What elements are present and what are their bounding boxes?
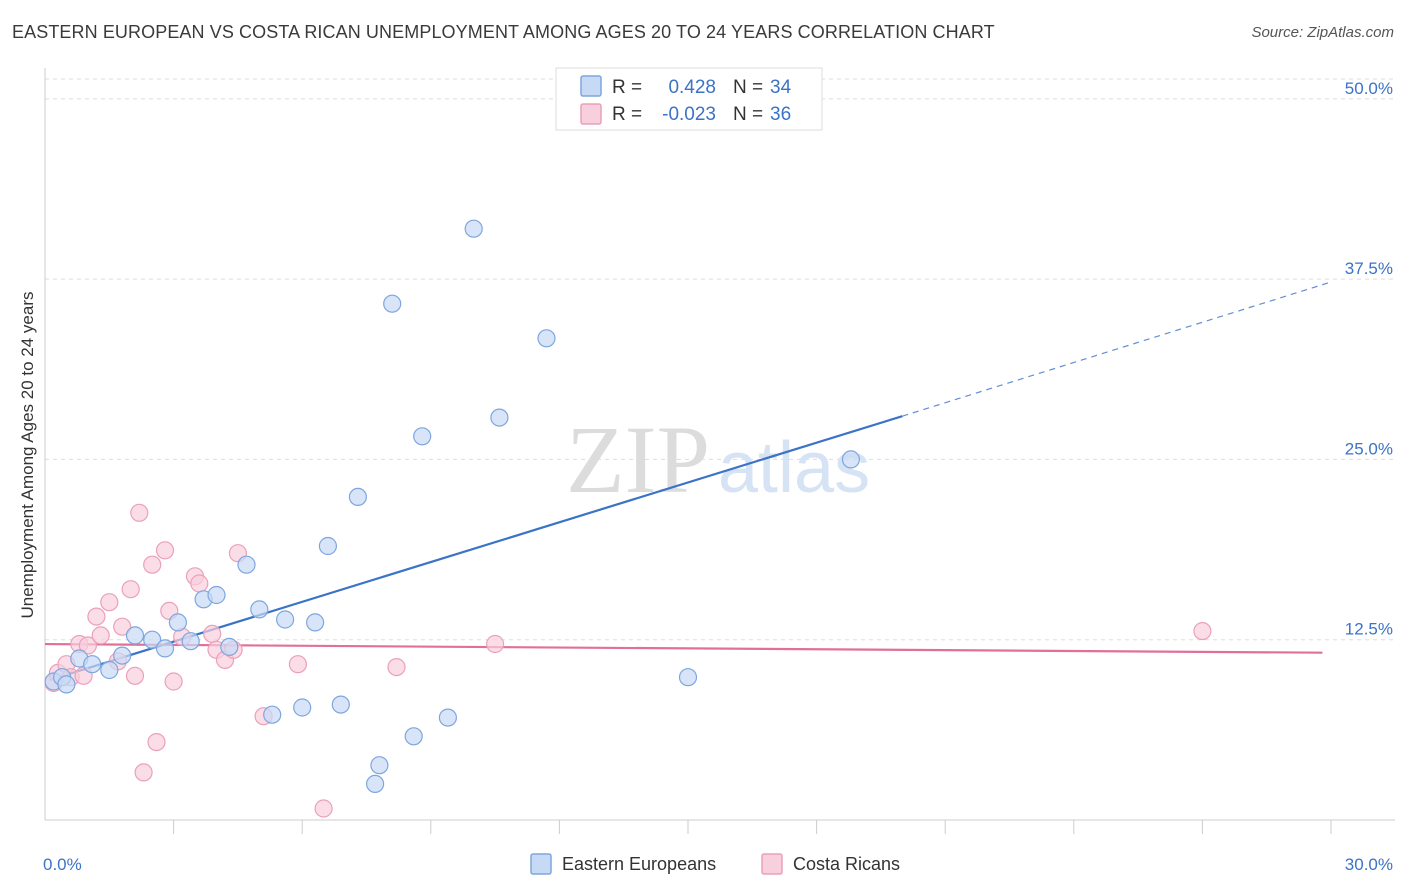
point-eastern-european <box>220 637 239 657</box>
point-eastern-european <box>113 646 132 665</box>
legend-swatch-eastern-europeans <box>530 853 552 875</box>
stats-swatch-pink <box>580 103 602 125</box>
point-costa-rican <box>486 634 505 654</box>
point-eastern-european <box>331 695 350 714</box>
point-eastern-european <box>293 698 312 717</box>
stats-r-value-2: -0.023 <box>662 104 716 125</box>
point-costa-rican <box>387 657 406 677</box>
point-eastern-european <box>366 774 385 794</box>
point-eastern-european <box>263 705 282 724</box>
point-eastern-european <box>537 329 556 348</box>
y-tick-label: 37.5% <box>1345 259 1393 278</box>
point-eastern-european <box>155 639 175 658</box>
trend-line-eastern-europeans-extension <box>902 281 1332 417</box>
point-eastern-european <box>57 675 76 694</box>
point-costa-rican <box>203 624 222 644</box>
point-eastern-european <box>348 487 367 506</box>
point-eastern-european <box>841 450 861 469</box>
point-costa-rican <box>87 607 106 626</box>
stats-swatch-blue <box>580 75 602 97</box>
point-eastern-european <box>306 613 325 632</box>
point-eastern-european <box>464 219 483 238</box>
point-eastern-european <box>181 632 200 651</box>
point-eastern-european <box>100 660 119 680</box>
point-costa-rican <box>190 574 209 593</box>
point-costa-rican <box>143 555 162 574</box>
point-costa-rican <box>78 636 98 655</box>
point-eastern-european <box>237 555 256 574</box>
legend-label-costa-ricans: Costa Ricans <box>793 854 900 874</box>
point-costa-rican <box>147 732 166 752</box>
point-eastern-european <box>276 610 295 629</box>
point-eastern-european <box>125 626 145 645</box>
point-costa-rican <box>314 799 333 818</box>
y-tick-label: 25.0% <box>1345 439 1393 458</box>
legend-label-eastern-europeans: Eastern Europeans <box>562 854 716 874</box>
axes <box>44 68 1395 834</box>
x-tick-label: 30.0% <box>1345 855 1393 874</box>
point-eastern-european <box>143 630 162 649</box>
stats-r-label-1: R = <box>612 77 642 98</box>
point-costa-rican <box>113 617 132 636</box>
point-costa-rican <box>288 655 307 674</box>
data-points <box>44 219 1212 818</box>
point-costa-rican <box>125 666 145 685</box>
point-costa-rican <box>164 672 183 691</box>
stats-r-value-1: 0.428 <box>668 77 716 98</box>
watermark-atlas: atlas <box>718 428 870 508</box>
stats-n-label-1: N = <box>733 77 763 98</box>
point-costa-rican <box>134 763 153 782</box>
trend-line-costa-ricans <box>44 642 1323 654</box>
point-eastern-european <box>207 585 226 605</box>
point-costa-rican <box>91 626 110 645</box>
x-tick-label: 0.0% <box>43 855 82 874</box>
x-tick-labels: 0.0% 30.0% <box>43 855 1393 874</box>
grid-lines <box>45 78 1395 641</box>
point-eastern-european <box>318 536 337 556</box>
watermark-zip: ZIP <box>566 406 710 513</box>
point-costa-rican <box>121 580 140 599</box>
point-eastern-european <box>383 294 402 313</box>
chart-title: EASTERN EUROPEAN VS COSTA RICAN UNEMPLOY… <box>12 22 995 42</box>
point-eastern-european <box>370 756 389 775</box>
point-eastern-european <box>250 600 269 619</box>
stats-n-label-2: N = <box>733 104 763 125</box>
point-eastern-european <box>404 727 423 746</box>
point-eastern-european <box>413 427 432 446</box>
bottom-legend: Eastern Europeans Costa Ricans <box>530 853 900 875</box>
point-costa-rican <box>130 503 149 522</box>
source-credit: Source: ZipAtlas.com <box>1251 24 1394 41</box>
stats-n-value-2: 36 <box>770 104 791 125</box>
point-eastern-european <box>490 408 509 427</box>
point-eastern-european <box>83 655 102 674</box>
point-eastern-european <box>438 708 457 727</box>
point-costa-rican <box>100 593 119 612</box>
stats-legend: R = 0.428 N = 34 R = -0.023 N = 36 <box>555 67 823 131</box>
point-costa-rican <box>1193 621 1212 641</box>
point-eastern-european <box>168 613 187 632</box>
y-tick-labels: 12.5% 25.0% 37.5% 50.0% <box>1345 79 1393 639</box>
stats-n-value-1: 34 <box>770 77 792 98</box>
y-tick-label: 12.5% <box>1345 620 1393 639</box>
point-eastern-european <box>678 668 698 687</box>
y-tick-label: 50.0% <box>1345 79 1393 98</box>
stats-r-label-2: R = <box>612 104 642 125</box>
legend-swatch-costa-ricans <box>761 853 783 875</box>
watermark: ZIP atlas <box>566 406 870 513</box>
point-costa-rican <box>155 541 175 560</box>
